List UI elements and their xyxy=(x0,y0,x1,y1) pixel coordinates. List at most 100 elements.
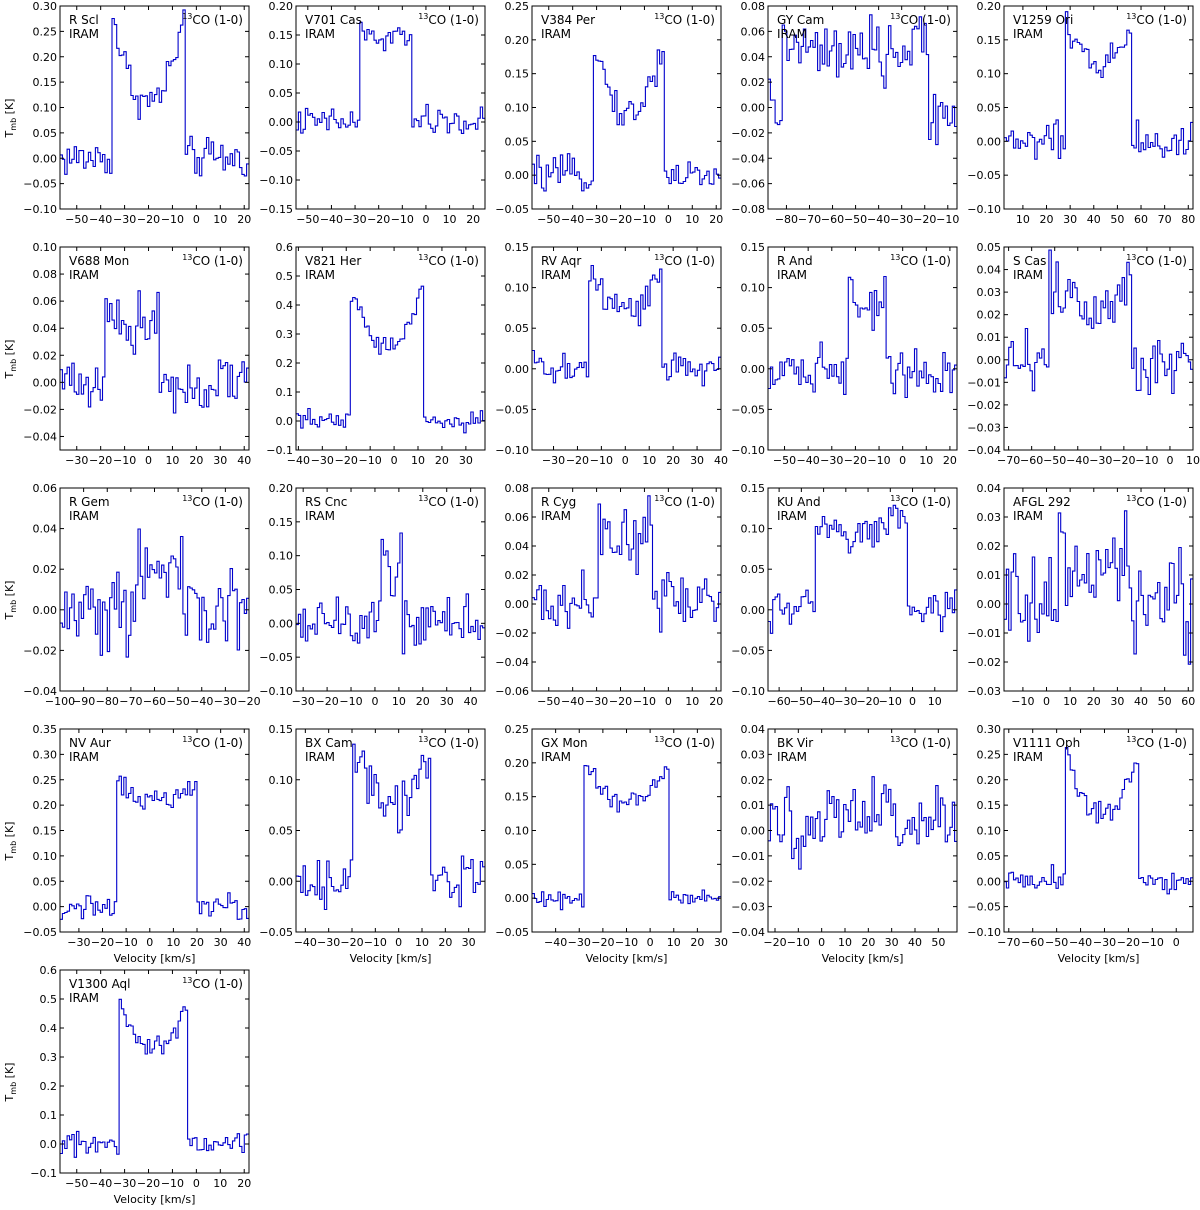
transition-label: 13CO (1-0) xyxy=(654,12,715,27)
x-tick-label: 0 xyxy=(145,454,152,467)
x-tick-label: −10 xyxy=(867,454,890,467)
y-tick-label: −0.08 xyxy=(731,203,765,216)
spectrum-line xyxy=(296,532,485,655)
y-tick-label: −0.10 xyxy=(731,685,765,698)
y-tick-label: 0.15 xyxy=(505,241,530,254)
y-tick-label: 0.20 xyxy=(505,757,530,770)
plot-frame xyxy=(295,5,486,210)
x-tick-label: −10 xyxy=(161,213,184,226)
x-tick-label: 10 xyxy=(411,454,425,467)
y-tick-label: −0.03 xyxy=(731,901,765,914)
y-tick-label: 0.15 xyxy=(977,34,1002,47)
y-tick-label: 0.00 xyxy=(33,152,58,165)
star-name: V1300 Aql xyxy=(69,977,131,991)
transition-label: 13CO (1-0) xyxy=(182,976,243,991)
x-tick-label: −50 xyxy=(1045,936,1068,949)
spectrum-line xyxy=(532,264,721,387)
x-tick-label: 50 xyxy=(1158,695,1172,708)
x-tick-label: 60 xyxy=(1134,213,1148,226)
telescope-label: IRAM xyxy=(541,750,571,764)
x-tick-label: −30 xyxy=(568,936,591,949)
spectrum-line xyxy=(1004,747,1193,895)
x-tick-label: −70 xyxy=(798,213,821,226)
x-axis-label: Velocity [km/s] xyxy=(586,952,668,965)
x-tick-label: 30 xyxy=(885,936,899,949)
x-tick-label: 0 xyxy=(909,695,916,708)
y-axis-label: Tmb [K] xyxy=(3,822,18,862)
x-tick-label: 10 xyxy=(392,695,406,708)
spectrum-panel: −40 −30 −20 −10 0 10 20 30 −0.05 0.00 0.05 0.10 0.15… xyxy=(495,723,728,965)
spectrum-line xyxy=(768,14,957,146)
spectrum-line xyxy=(768,776,957,870)
y-tick-label: 0.10 xyxy=(977,825,1002,838)
x-tick-label: 10 xyxy=(1186,454,1200,467)
transition-label: 13CO (1-0) xyxy=(182,735,243,750)
y-tick-label: 0.00 xyxy=(505,598,530,611)
y-tick-label: 0.10 xyxy=(977,68,1002,81)
x-tick-label: −40 xyxy=(812,695,835,708)
x-tick-label: 20 xyxy=(189,454,203,467)
x-tick-label: −30 xyxy=(1089,454,1112,467)
y-tick-label: 0.15 xyxy=(741,482,766,495)
y-tick-label: 0.25 xyxy=(977,748,1002,761)
y-tick-label: 0.10 xyxy=(33,241,58,254)
x-tick-label: 20 xyxy=(1040,213,1054,226)
y-tick-label: −0.03 xyxy=(967,685,1001,698)
x-tick-label: −50 xyxy=(537,213,560,226)
telescope-label: IRAM xyxy=(777,268,807,282)
x-axis-label: Velocity [km/s] xyxy=(822,952,904,965)
plot-frame xyxy=(1003,246,1194,451)
x-tick-label: −60 xyxy=(143,695,166,708)
y-tick-label: 0.15 xyxy=(505,791,530,804)
x-tick-label: −10 xyxy=(633,213,656,226)
x-tick-label: −30 xyxy=(820,454,843,467)
x-tick-label: −20 xyxy=(340,936,363,949)
x-tick-label: 20 xyxy=(1087,695,1101,708)
y-tick-label: 0.04 xyxy=(505,540,530,553)
spectrum-line xyxy=(60,998,249,1158)
x-tick-label: −70 xyxy=(119,695,142,708)
y-tick-label: 0.05 xyxy=(505,135,530,148)
telescope-label: IRAM xyxy=(541,27,571,41)
star-name: NV Aur xyxy=(69,736,111,750)
y-tick-label: 0.25 xyxy=(33,774,58,787)
y-tick-label: 0.05 xyxy=(33,127,58,140)
x-tick-label: 10 xyxy=(919,454,933,467)
plot-frame xyxy=(767,487,958,692)
x-tick-label: 10 xyxy=(213,1177,227,1190)
y-tick-label: 0.0 xyxy=(40,1138,58,1151)
transition-label: 13CO (1-0) xyxy=(1126,253,1187,268)
spectrum-panel: −30 −20 −10 0 10 20 30 40 −0.10 −0.05 0.00 0.05 0.10… xyxy=(259,482,486,708)
x-tick-label: −10 xyxy=(633,695,656,708)
spectrum-panel: −50 −40 −30 −20 −10 0 10 20 −0.10 −0.05 0.00 0.05 0.… xyxy=(731,241,958,467)
x-tick-label: −40 xyxy=(867,213,890,226)
y-tick-label: 0.00 xyxy=(741,102,766,115)
x-tick-label: −20 xyxy=(609,695,632,708)
x-tick-label: 40 xyxy=(1134,695,1148,708)
y-tick-label: 0.04 xyxy=(977,264,1002,277)
y-tick-label: 0.00 xyxy=(741,825,766,838)
y-tick-label: −0.01 xyxy=(967,376,1001,389)
star-name: V701 Cas xyxy=(305,13,362,27)
x-tick-label: 40 xyxy=(714,454,728,467)
y-tick-label: 0.20 xyxy=(269,482,294,495)
plot-frame xyxy=(59,969,250,1174)
y-tick-label: 0.01 xyxy=(741,799,766,812)
y-tick-label: 0.25 xyxy=(505,723,530,736)
transition-label: 13CO (1-0) xyxy=(418,12,479,27)
transition-label: 13CO (1-0) xyxy=(1126,735,1187,750)
spectrum-panel: −50 −40 −30 −20 −10 0 10 20 −0.06 −0.04 −0.02 0.00 0… xyxy=(495,482,723,708)
spectrum-panel: −50 −40 −30 −20 −10 0 10 20 −0.1 0.0 0.1 0.2 0.3 0.4 0… xyxy=(3,964,251,1206)
star-name: V1111 Oph xyxy=(1013,736,1080,750)
x-tick-label: −50 xyxy=(65,213,88,226)
x-tick-label: −100 xyxy=(45,695,75,708)
spectrum-panel: −100−90 −80 −70 −60 −50 −40 −30 −20 −0.04 −0.02 0.… xyxy=(3,482,261,708)
x-tick-label: −20 xyxy=(137,1177,160,1190)
y-tick-label: −0.04 xyxy=(23,685,57,698)
x-tick-label: −30 xyxy=(214,695,237,708)
x-tick-label: 0 xyxy=(146,936,153,949)
spectrum-line xyxy=(60,528,249,658)
transition-label: 13CO (1-0) xyxy=(890,12,951,27)
x-tick-label: −40 xyxy=(544,936,567,949)
x-tick-label: 10 xyxy=(685,213,699,226)
